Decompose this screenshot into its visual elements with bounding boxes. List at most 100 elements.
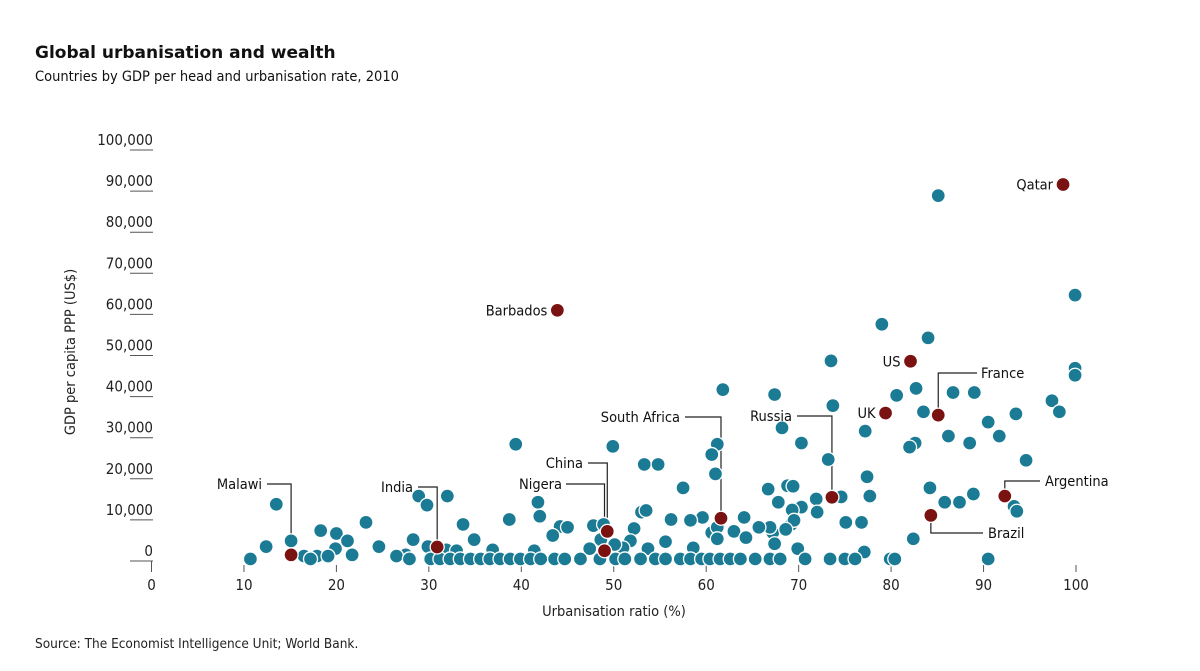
country-point [466,531,482,548]
highlighted-points: Qatar Barbados US UK France Russia Argentina Br… [217,176,1109,563]
country-point [822,551,838,567]
country-point [419,497,435,513]
country-point [809,504,825,520]
country-point [344,547,360,563]
country-point [774,420,790,436]
x-tick-label: 90 [975,576,992,594]
leader-line [588,462,608,532]
x-tick-label: 10 [235,576,252,594]
y-tick-label: 80,000 [106,213,153,231]
x-tick-label: 20 [328,576,345,594]
country-point [966,384,982,401]
country-point [532,508,548,524]
y-tick-label: 0 [144,542,153,560]
country-point [657,534,674,550]
country-point [853,514,870,531]
country-point [930,187,946,204]
country-label: Russia [750,409,792,425]
country-point [980,551,996,567]
country-point [888,387,905,404]
country-point [617,551,633,567]
country-point [1008,406,1024,422]
country-point [857,423,873,439]
country-label: UK [857,406,876,422]
country-point [726,523,742,540]
country-point [313,522,329,539]
country-point [838,514,854,531]
highlighted-point [549,302,566,318]
country-point [605,438,621,454]
highlighted-point [877,405,894,421]
country-point [1051,404,1068,420]
country-point [736,509,752,526]
country-point [640,541,656,557]
country-point [455,516,471,533]
country-point [283,533,299,549]
country-point [808,491,824,507]
highlighted-point [923,507,939,524]
x-tick-label: 80 [883,576,900,594]
x-tick-label: 100 [1063,576,1089,594]
country-point [682,512,699,528]
country-point [328,525,345,542]
country-point [242,551,259,567]
country-point [887,551,903,567]
highlighted-point [997,488,1013,504]
country-point [508,436,524,452]
highlighted-point [599,523,615,540]
country-point [901,439,918,455]
country-point [785,478,801,494]
country-point [862,488,878,504]
country-point [715,381,731,398]
x-axis: 0 10 20 30 40 50 60 70 80 90 100 [147,561,1089,594]
chart-title: Global urbanisation and wealth [35,43,336,63]
y-axis-label: GDP per capita PPP (US$) [63,269,79,435]
country-point [1009,503,1025,519]
country-point [638,502,654,519]
country-point [650,456,666,473]
x-tick-label: 70 [790,576,807,594]
country-point [732,551,749,567]
country-point [760,481,776,497]
country-point [632,551,649,567]
country-point [859,469,875,485]
country-point [401,551,418,567]
country-point [663,511,679,528]
x-tick-label: 60 [698,576,715,594]
country-point [991,428,1007,444]
country-point [405,531,421,548]
country-point [747,551,763,567]
country-point [657,551,674,567]
y-tick-label: 40,000 [106,378,153,396]
country-point [388,548,405,564]
country-point [965,486,982,502]
leader-line [930,515,983,534]
country-point [268,496,284,512]
country-point [823,353,839,369]
country-point [766,386,783,403]
chart-subtitle: Countries by GDP per head and urbanisati… [35,69,399,85]
highlighted-point [283,547,299,563]
country-point [874,316,890,332]
country-point [339,533,356,549]
y-tick-label: 30,000 [106,419,153,437]
country-point [940,428,957,444]
y-tick-label: 20,000 [106,460,153,478]
country-label: France [981,366,1024,382]
x-tick-label: 0 [147,576,156,594]
country-point [945,384,961,401]
leader-line [267,483,292,555]
country-point [439,488,455,504]
country-point [751,519,767,535]
y-tick-label: 10,000 [106,501,153,519]
highlighted-point [930,407,946,423]
y-tick-label: 70,000 [106,254,153,272]
country-point [675,480,691,496]
country-point [915,404,932,420]
country-points [242,187,1083,567]
country-point [533,551,549,567]
country-label: Barbados [486,303,548,319]
country-point [709,531,725,547]
country-label: Brazil [988,526,1024,542]
country-point [738,529,754,546]
